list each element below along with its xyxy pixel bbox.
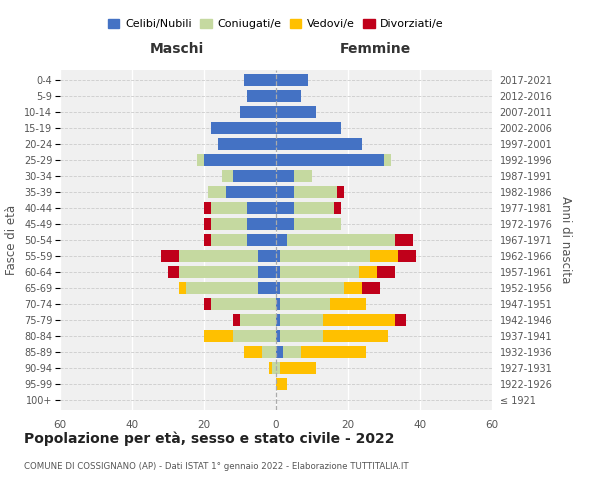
Bar <box>276 138 362 150</box>
Bar <box>179 250 258 262</box>
Text: Maschi: Maschi <box>149 42 204 56</box>
Bar <box>287 234 395 246</box>
Bar <box>240 314 276 326</box>
Bar <box>179 266 258 278</box>
Bar <box>233 314 240 326</box>
Text: COMUNE DI COSSIGNANO (AP) - Dati ISTAT 1° gennaio 2022 - Elaborazione TUTTITALIA: COMUNE DI COSSIGNANO (AP) - Dati ISTAT 1… <box>24 462 409 471</box>
Bar <box>211 298 276 310</box>
Bar <box>280 362 316 374</box>
Bar <box>233 170 276 182</box>
Bar <box>204 202 211 214</box>
Bar <box>276 106 316 118</box>
Text: Popolazione per età, sesso e stato civile - 2022: Popolazione per età, sesso e stato civil… <box>24 431 395 446</box>
Bar <box>337 186 344 198</box>
Bar <box>208 186 226 198</box>
Bar <box>276 314 280 326</box>
Bar <box>244 346 262 358</box>
Bar <box>226 186 276 198</box>
Bar <box>197 154 204 166</box>
Bar <box>334 202 341 214</box>
Bar <box>323 314 395 326</box>
Bar <box>240 106 276 118</box>
Bar <box>330 298 366 310</box>
Bar <box>247 218 276 230</box>
Bar <box>247 202 276 214</box>
Bar <box>204 154 276 166</box>
Bar <box>276 266 280 278</box>
Bar <box>276 234 287 246</box>
Bar <box>204 234 211 246</box>
Bar <box>258 250 276 262</box>
Bar <box>276 330 280 342</box>
Bar <box>276 90 301 102</box>
Bar <box>161 250 179 262</box>
Y-axis label: Fasce di età: Fasce di età <box>5 205 19 275</box>
Text: Femmine: Femmine <box>340 42 411 56</box>
Bar <box>294 170 312 182</box>
Bar <box>294 218 341 230</box>
Bar <box>276 346 283 358</box>
Bar <box>280 314 323 326</box>
Bar <box>262 346 276 358</box>
Bar <box>276 122 341 134</box>
Bar <box>280 250 370 262</box>
Bar <box>323 330 388 342</box>
Bar <box>362 282 380 294</box>
Bar <box>276 186 294 198</box>
Bar <box>276 74 308 86</box>
Bar <box>258 266 276 278</box>
Bar <box>211 234 247 246</box>
Bar <box>276 282 280 294</box>
Bar <box>280 282 344 294</box>
Bar <box>204 298 211 310</box>
Bar <box>359 266 377 278</box>
Legend: Celibi/Nubili, Coniugati/e, Vedovi/e, Divorziati/e: Celibi/Nubili, Coniugati/e, Vedovi/e, Di… <box>104 14 448 34</box>
Bar <box>276 298 280 310</box>
Bar <box>204 330 233 342</box>
Bar <box>280 330 323 342</box>
Bar <box>269 362 272 374</box>
Bar <box>294 202 334 214</box>
Bar <box>211 218 247 230</box>
Bar <box>280 298 330 310</box>
Bar <box>395 314 406 326</box>
Bar <box>384 154 391 166</box>
Bar <box>258 282 276 294</box>
Bar <box>272 362 276 374</box>
Bar <box>179 282 186 294</box>
Bar <box>244 74 276 86</box>
Bar <box>276 218 294 230</box>
Bar <box>186 282 258 294</box>
Bar <box>398 250 416 262</box>
Bar <box>247 234 276 246</box>
Bar <box>276 170 294 182</box>
Bar <box>276 362 280 374</box>
Y-axis label: Anni di nascita: Anni di nascita <box>559 196 572 284</box>
Bar <box>395 234 413 246</box>
Bar <box>233 330 276 342</box>
Bar <box>280 266 359 278</box>
Bar <box>168 266 179 278</box>
Bar <box>283 346 301 358</box>
Bar <box>377 266 395 278</box>
Bar <box>247 90 276 102</box>
Bar <box>204 218 211 230</box>
Bar <box>276 250 280 262</box>
Bar <box>301 346 366 358</box>
Bar <box>218 138 276 150</box>
Bar <box>370 250 398 262</box>
Bar <box>211 202 247 214</box>
Bar <box>211 122 276 134</box>
Bar <box>294 186 337 198</box>
Bar <box>344 282 362 294</box>
Bar <box>222 170 233 182</box>
Bar <box>276 154 384 166</box>
Bar <box>276 378 287 390</box>
Bar <box>276 202 294 214</box>
